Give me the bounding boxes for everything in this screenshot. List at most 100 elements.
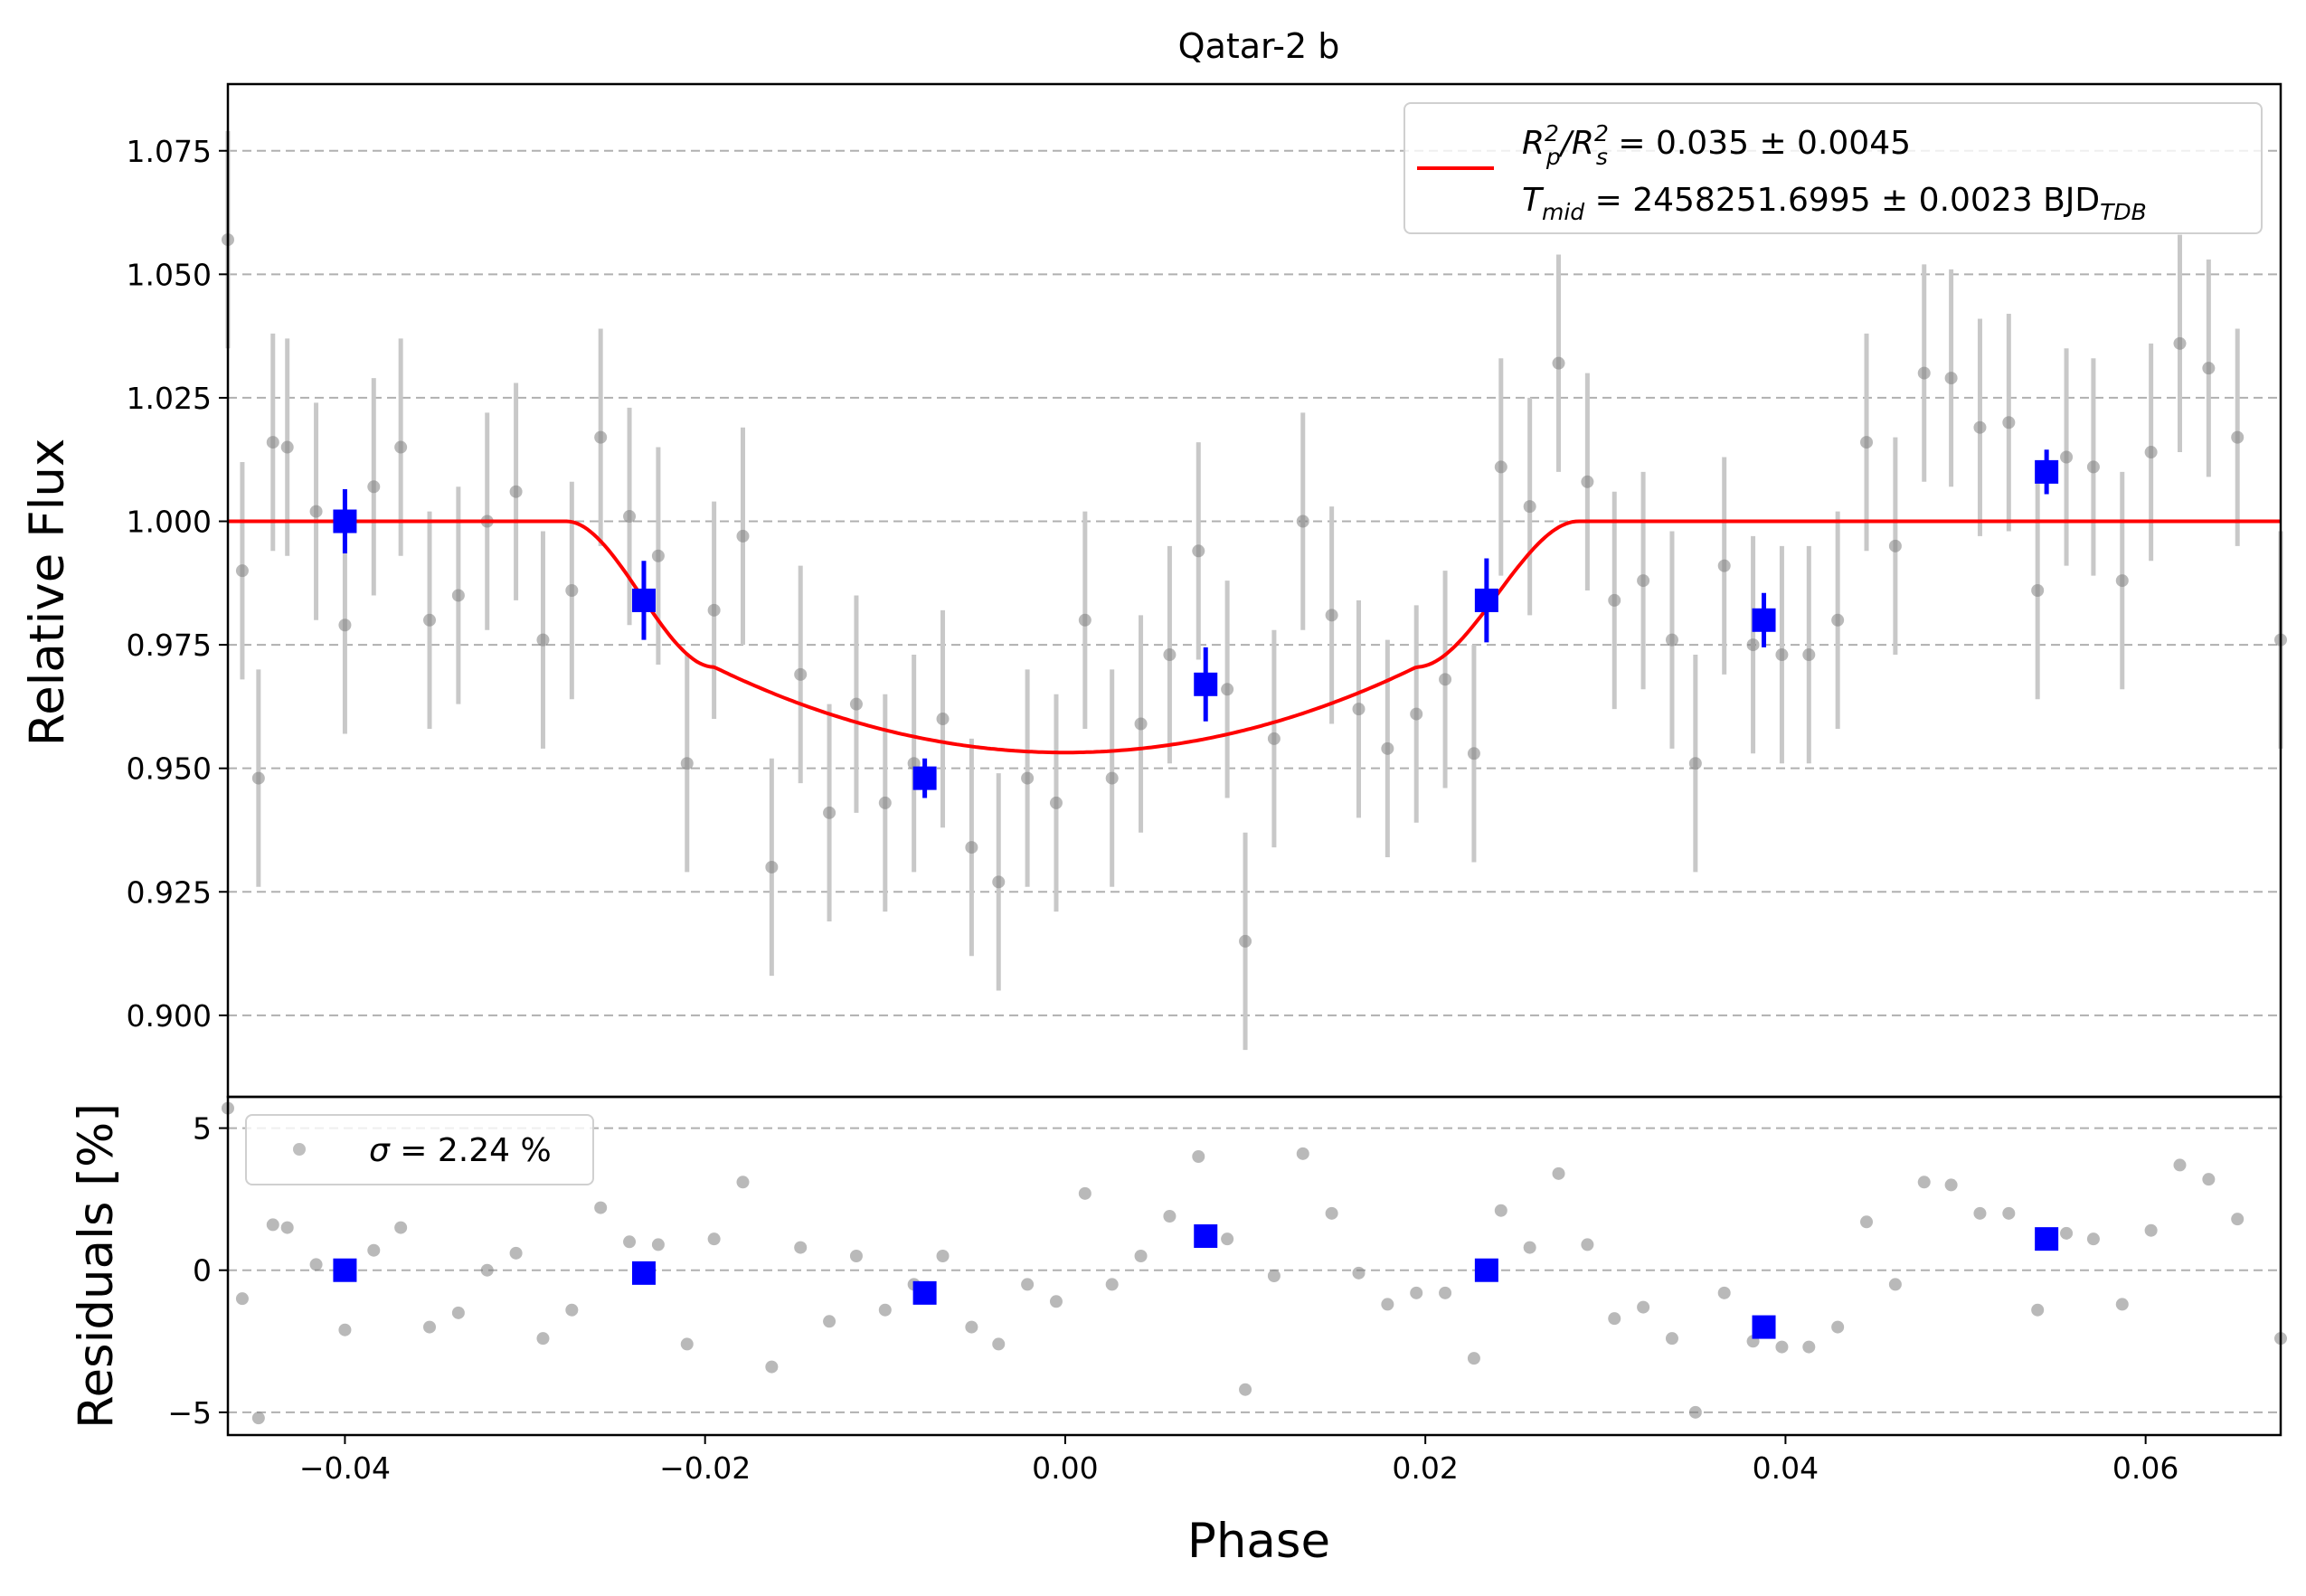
flux-legend-box — [1403, 102, 2263, 234]
chart-title: Qatar-2 b — [1178, 26, 1340, 66]
flux-y-ticks: 0.900 0.925 0.950 0.975 1.000 1.025 1.050 1.075 — [127, 134, 228, 1034]
legend-depth-text: R2 p/R2 s = 0.035 ± 0.0045 — [1522, 120, 1911, 170]
legend-tdb-sub: TDB — [2100, 199, 2147, 225]
residual-point — [965, 1320, 978, 1334]
residual-point — [1552, 1166, 1565, 1180]
transit-model-line — [228, 519, 2281, 755]
residual-point — [451, 1306, 465, 1319]
residual-point — [1078, 1186, 1092, 1200]
raw-point — [2060, 450, 2074, 464]
residual-point — [878, 1303, 892, 1317]
residual-point — [565, 1303, 579, 1317]
raw-point — [651, 549, 665, 562]
residual-point — [736, 1176, 750, 1189]
raw-point — [1860, 436, 1874, 449]
residual-point — [1775, 1340, 1789, 1354]
residual-point — [338, 1323, 352, 1336]
raw-point — [680, 757, 694, 770]
residual-y-ticks: −5 0 5 — [167, 1111, 228, 1431]
raw-point — [1239, 934, 1252, 948]
legend-rp-sub: p — [1545, 144, 1561, 170]
raw-point — [1775, 648, 1789, 662]
legend-rs-sup: 2 — [1594, 120, 1609, 146]
flux-y-tick-label: 1.075 — [127, 134, 212, 169]
residual-point — [1267, 1270, 1281, 1282]
legend-rs-sub: s — [1596, 144, 1608, 170]
residual-point — [1717, 1286, 1731, 1299]
raw-point — [1888, 539, 1902, 552]
raw-point — [266, 436, 279, 449]
residual-point — [1352, 1266, 1366, 1280]
binned-residual-point — [912, 1280, 937, 1305]
raw-point — [707, 603, 721, 617]
residual-y-axis-label: Residuals [%] — [69, 1103, 124, 1429]
residual-legend-marker — [293, 1143, 306, 1156]
raw-point — [1325, 609, 1338, 622]
raw-point — [394, 440, 408, 454]
raw-point — [1439, 673, 1452, 686]
raw-point — [736, 529, 750, 543]
residual-point — [394, 1221, 408, 1234]
raw-point — [992, 875, 1006, 889]
raw-point — [235, 564, 249, 578]
x-axis-label: Phase — [1187, 1514, 1330, 1569]
sigma-value: = 2.24 % — [390, 1132, 552, 1169]
residual-point — [1494, 1204, 1507, 1217]
residual-point — [1917, 1176, 1931, 1189]
residual-point — [1163, 1210, 1177, 1223]
raw-point — [2086, 460, 2100, 474]
binned-point — [631, 588, 656, 612]
residual-point — [2173, 1158, 2187, 1172]
raw-point — [1021, 771, 1035, 785]
residual-y-tick-label: −5 — [167, 1395, 212, 1431]
raw-point — [1608, 593, 1621, 607]
raw-point — [594, 430, 608, 444]
raw-point — [1296, 515, 1309, 528]
sigma-symbol: σ — [369, 1132, 391, 1169]
residual-axes-box — [226, 1095, 2282, 1437]
binned-point — [2035, 459, 2059, 484]
raw-point — [1552, 356, 1565, 370]
raw-point — [1581, 475, 1594, 488]
residual-point — [2115, 1298, 2129, 1311]
residual-point — [1523, 1241, 1536, 1254]
raw-point — [849, 697, 863, 711]
binned-point — [333, 509, 357, 534]
raw-point — [623, 510, 637, 524]
residual-frame — [226, 1095, 2282, 1437]
binned-point — [912, 766, 937, 790]
residual-point — [2031, 1303, 2045, 1317]
residual-point — [651, 1238, 665, 1251]
residual-point — [794, 1241, 808, 1254]
residual-point — [680, 1337, 694, 1351]
residual-point — [235, 1292, 249, 1306]
raw-point — [1688, 757, 1702, 770]
flux-y-tick-label: 1.025 — [127, 381, 212, 416]
raw-point — [2202, 362, 2216, 375]
x-tick-label: 0.04 — [1753, 1450, 1819, 1486]
raw-point — [451, 589, 465, 602]
binned-residual-point — [1474, 1258, 1498, 1282]
raw-point — [1637, 574, 1650, 588]
raw-point — [1134, 717, 1148, 731]
raw-point — [1221, 683, 1234, 696]
raw-point — [823, 806, 836, 819]
residual-point — [1802, 1340, 1816, 1354]
legend-rp-sup: 2 — [1545, 120, 1559, 146]
raw-point — [1467, 747, 1480, 760]
flux-y-tick-label: 1.050 — [127, 257, 212, 292]
raw-point — [2144, 446, 2158, 459]
residual-point — [2086, 1232, 2100, 1246]
raw-point — [1267, 732, 1281, 745]
residual-legend-box — [245, 1114, 594, 1185]
residual-point — [1239, 1383, 1252, 1396]
raw-point — [765, 860, 779, 874]
legend-t-sub: mid — [1542, 199, 1584, 225]
residual-plot-area — [222, 1101, 2287, 1425]
residual-point — [367, 1243, 381, 1257]
x-tick-label: −0.04 — [299, 1450, 391, 1486]
raw-point — [2115, 574, 2129, 588]
raw-point — [367, 480, 381, 494]
